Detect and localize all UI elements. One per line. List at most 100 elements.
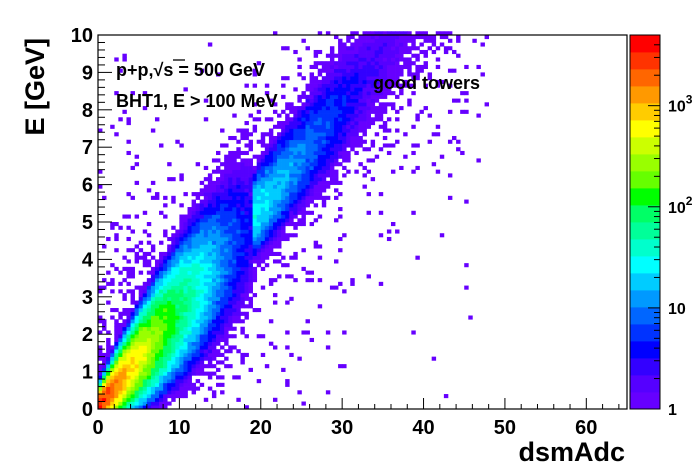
heatmap-cell xyxy=(248,300,253,305)
heatmap-cell xyxy=(199,188,205,193)
heatmap-cell xyxy=(370,143,376,148)
heatmap-cell xyxy=(407,38,412,43)
heatmap-cell xyxy=(179,281,184,286)
heatmap-cell xyxy=(146,345,152,350)
heatmap-cell xyxy=(240,251,245,257)
heatmap-cell xyxy=(297,121,302,126)
heatmap-cell xyxy=(395,128,400,133)
heatmap-cell xyxy=(150,128,156,133)
heatmap-cell xyxy=(232,218,237,223)
heatmap-cell xyxy=(407,31,412,36)
heatmap-cell xyxy=(329,49,335,55)
heatmap-cell xyxy=(183,330,188,335)
heatmap-cell xyxy=(232,248,237,253)
heatmap-cell xyxy=(216,222,221,227)
heatmap-cell xyxy=(154,192,160,197)
heatmap-cell xyxy=(159,240,164,245)
heatmap-cell xyxy=(248,278,253,283)
heatmap-cell xyxy=(301,199,306,204)
heatmap-cell xyxy=(285,139,290,144)
heatmap-cell xyxy=(110,315,115,320)
heatmap-cell xyxy=(171,177,176,182)
heatmap-cell xyxy=(248,270,253,275)
heatmap-cell xyxy=(195,304,201,309)
heatmap-cell xyxy=(220,259,225,264)
heatmap-cell xyxy=(102,319,107,324)
heatmap-cell xyxy=(138,364,144,369)
heatmap-cell xyxy=(293,158,298,163)
heatmap-cell xyxy=(362,139,367,144)
heatmap-cell xyxy=(321,117,327,122)
heatmap-cell xyxy=(134,371,140,376)
heatmap-cell xyxy=(195,326,201,331)
heatmap-cell xyxy=(297,135,302,141)
heatmap-cell xyxy=(138,401,144,406)
heatmap-cell xyxy=(313,184,319,189)
heatmap-cell xyxy=(224,236,229,242)
heatmap-cell xyxy=(480,42,485,47)
heatmap-cell xyxy=(305,128,310,133)
heatmap-cell xyxy=(321,132,327,137)
heatmap-cell xyxy=(285,199,290,204)
heatmap-cell xyxy=(110,371,115,376)
heatmap-cell xyxy=(476,64,481,70)
heatmap-cell xyxy=(256,308,262,313)
heatmap-cell xyxy=(171,225,176,230)
heatmap-cell xyxy=(138,379,144,384)
heatmap-cell xyxy=(386,61,392,66)
heatmap-cell xyxy=(248,255,253,260)
heatmap-cell xyxy=(264,177,270,182)
heatmap-cell xyxy=(244,188,249,193)
heatmap-cell xyxy=(187,375,192,380)
heatmap-cell xyxy=(248,192,253,197)
heatmap-cell xyxy=(366,35,371,40)
heatmap-cell xyxy=(236,154,241,159)
heatmap-cell xyxy=(203,356,209,361)
heatmap-cell xyxy=(321,91,327,96)
heatmap-cell xyxy=(338,53,343,58)
heatmap-cell xyxy=(138,308,144,313)
heatmap-cell xyxy=(130,382,135,387)
heatmap-cell xyxy=(342,94,347,99)
heatmap-cell xyxy=(362,72,367,77)
heatmap-cell xyxy=(195,236,201,242)
heatmap-cell xyxy=(354,150,359,156)
heatmap-cell xyxy=(150,401,156,406)
heatmap-cell xyxy=(150,337,156,343)
heatmap-cell xyxy=(366,46,371,51)
heatmap-cell xyxy=(146,330,152,335)
heatmap-cell xyxy=(268,240,274,245)
heatmap-cell xyxy=(252,128,258,133)
heatmap-cell xyxy=(329,53,335,58)
heatmap-cell xyxy=(317,83,323,88)
heatmap-cell xyxy=(138,382,144,387)
heatmap-cell xyxy=(370,42,376,47)
heatmap-cell xyxy=(203,341,209,346)
heatmap-cell xyxy=(268,135,274,141)
heatmap-cell xyxy=(150,371,156,376)
heatmap-cell xyxy=(118,68,123,73)
heatmap-cell xyxy=(350,49,355,55)
heatmap-cell xyxy=(342,139,347,144)
heatmap-cell xyxy=(334,64,339,70)
heatmap-cell xyxy=(252,236,258,242)
heatmap-cell xyxy=(264,192,270,197)
heatmap-cell xyxy=(232,214,237,219)
heatmap-cell xyxy=(150,379,156,384)
heatmap-cell xyxy=(329,124,335,129)
heatmap-cell xyxy=(203,244,209,249)
heatmap-cell xyxy=(183,326,188,331)
heatmap-cell xyxy=(334,259,339,264)
heatmap-cell xyxy=(244,229,249,234)
heatmap-cell xyxy=(187,315,192,320)
heatmap-cell xyxy=(122,278,127,283)
heatmap-cell xyxy=(232,255,237,260)
heatmap-cell xyxy=(317,214,323,219)
heatmap-cell xyxy=(134,308,140,313)
heatmap-cell xyxy=(142,296,148,301)
heatmap-cell xyxy=(199,367,205,372)
heatmap-cell xyxy=(240,218,245,223)
heatmap-cell xyxy=(114,386,119,391)
heatmap-cell xyxy=(305,184,310,189)
heatmap-cell xyxy=(297,177,302,182)
